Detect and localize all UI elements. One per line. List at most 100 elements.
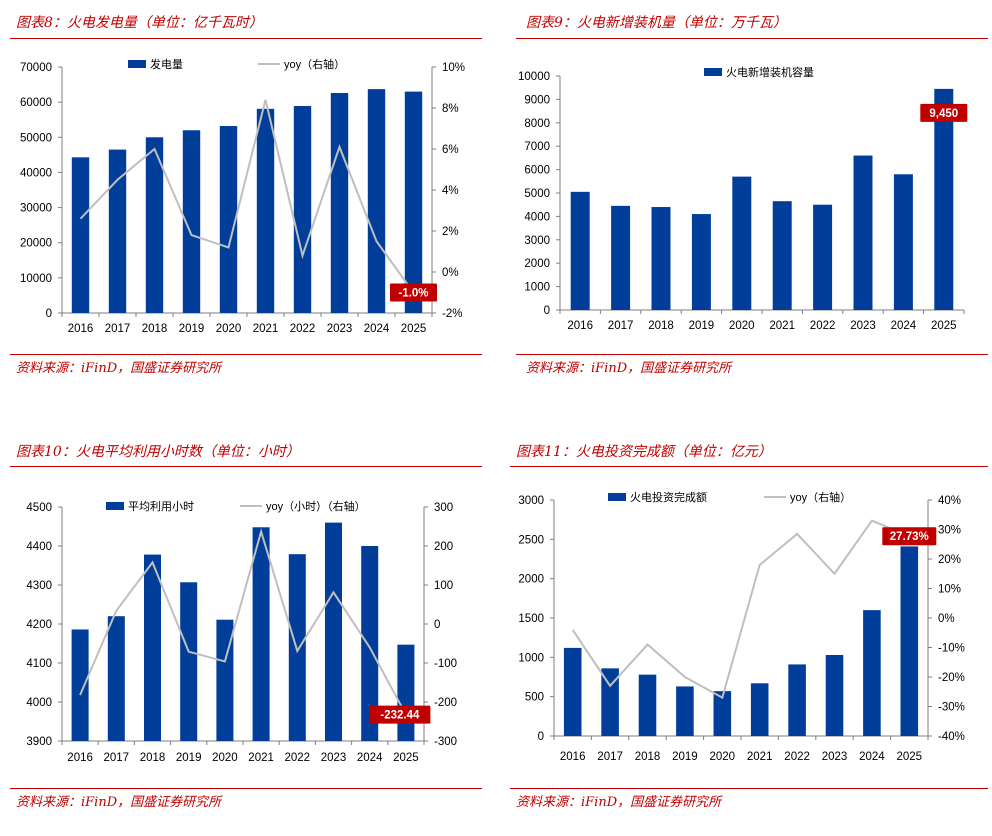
y-tick-label: 6000 (524, 165, 550, 177)
x-tick-label: 2023 (327, 323, 353, 335)
x-tick-label: 2016 (68, 323, 94, 335)
callout-label: 9,450 (929, 108, 958, 120)
source-note: 资料来源：iFinD，国盛证券研究所 (16, 361, 222, 376)
callout-label: -1.0% (398, 288, 428, 300)
y-tick-label: 2500 (518, 534, 544, 546)
bar (71, 629, 89, 741)
y-tick-label: 3000 (524, 235, 550, 247)
x-tick-label: 2017 (105, 323, 131, 335)
legend-bar-label: 发电量 (150, 57, 183, 71)
x-tick-label: 2024 (891, 320, 917, 332)
bar (863, 610, 881, 736)
y-tick-label: 4300 (26, 580, 52, 592)
y-tick-label: 4000 (26, 697, 52, 709)
x-tick-label: 2020 (710, 751, 736, 763)
x-tick-label: 2018 (635, 751, 661, 763)
bar (143, 554, 162, 741)
y-tick-label: 1000 (518, 652, 544, 664)
x-tick-label: 2016 (560, 751, 586, 763)
y-tick-label: 2000 (518, 574, 544, 586)
source-rule (10, 788, 482, 789)
y2-tick-label: 4% (442, 185, 459, 197)
x-tick-label: 2016 (67, 752, 93, 764)
y2-tick-label: -100 (434, 658, 457, 670)
title-rule (510, 466, 988, 467)
x-tick-label: 2022 (285, 752, 311, 764)
x-tick-label: 2017 (597, 751, 623, 763)
y2-tick-label: 20% (938, 554, 961, 566)
bar (107, 616, 125, 741)
bar (404, 91, 423, 313)
y-tick-label: 4000 (524, 211, 550, 223)
y2-tick-label: 6% (442, 144, 459, 156)
x-tick-label: 2025 (393, 752, 419, 764)
bar (180, 582, 198, 741)
bar (256, 108, 275, 313)
x-tick-label: 2021 (253, 323, 279, 335)
y-tick-label: 30000 (20, 203, 52, 215)
bar (651, 207, 671, 310)
source-note: 资料来源：iFinD，国盛证券研究所 (526, 361, 732, 376)
y-tick-label: 10000 (518, 71, 550, 83)
y2-tick-label: 2% (442, 226, 459, 238)
y-tick-label: 70000 (20, 62, 52, 74)
legend-bar-swatch (704, 68, 722, 76)
y-tick-label: 10000 (20, 273, 52, 285)
bar (934, 88, 954, 310)
y-tick-label: 5000 (524, 188, 550, 200)
bar (563, 647, 582, 736)
bar (293, 106, 312, 313)
callout-label: 27.73% (890, 531, 929, 543)
source-note: 资料来源：iFinD，国盛证券研究所 (516, 795, 722, 810)
x-tick-label: 2019 (176, 752, 202, 764)
y-tick-label: 500 (525, 692, 544, 704)
y-tick-label: 0 (544, 305, 550, 317)
source-rule (516, 354, 988, 355)
bar (638, 674, 657, 736)
bar (145, 137, 164, 313)
y-tick-label: 1000 (524, 282, 550, 294)
x-tick-label: 2023 (321, 752, 347, 764)
x-tick-label: 2022 (290, 323, 316, 335)
x-tick-label: 2024 (364, 323, 390, 335)
bar (330, 93, 349, 314)
bar (713, 691, 732, 736)
chart-generation: 0 10000 20000 30000 40000 50000 60000 70000 -2% 0… (20, 57, 465, 335)
callout-label: -232.44 (380, 710, 420, 722)
line-series (79, 99, 415, 294)
x-tick-label: 2017 (608, 320, 634, 332)
y2-tick-label: 0% (442, 267, 459, 279)
y-tick-label: 7000 (524, 141, 550, 153)
bar (361, 546, 379, 741)
legend-bar-swatch (608, 493, 626, 501)
y-tick-label: 8000 (524, 118, 550, 130)
y-tick-label: 1500 (518, 613, 544, 625)
y-tick-label: 4100 (26, 658, 52, 670)
legend-bar-label: 火电新增装机容量 (726, 65, 814, 79)
callout-box (920, 103, 968, 122)
bar (182, 130, 201, 313)
y-tick-label: 40000 (20, 167, 52, 179)
x-tick-label: 2025 (931, 320, 957, 332)
x-tick-label: 2018 (648, 320, 674, 332)
x-tick-label: 2022 (810, 320, 836, 332)
y2-tick-label: 0% (938, 613, 955, 625)
y-tick-label: 20000 (20, 238, 52, 250)
y2-tick-label: -40% (938, 731, 965, 743)
bar (570, 191, 590, 310)
x-tick-label: 2025 (401, 323, 427, 335)
panel-title-generation: 图表8：火电发电量（单位：亿千瓦时） (16, 15, 263, 31)
y2-tick-label: 30% (938, 525, 961, 537)
bar (750, 683, 769, 736)
bar (367, 89, 386, 313)
callout-box (390, 283, 437, 302)
chart-utilization-hours: 3900 4000 4100 4200 4300 4400 4500 -300 -200 -100… (26, 499, 457, 764)
x-tick-label: 2019 (179, 323, 205, 335)
y-tick-label: 0 (538, 731, 544, 743)
title-rule (10, 38, 482, 39)
y2-tick-label: 0 (434, 619, 440, 631)
bar (813, 204, 833, 310)
bar (611, 205, 631, 310)
x-tick-label: 2019 (689, 320, 715, 332)
y-tick-label: 60000 (20, 97, 52, 109)
